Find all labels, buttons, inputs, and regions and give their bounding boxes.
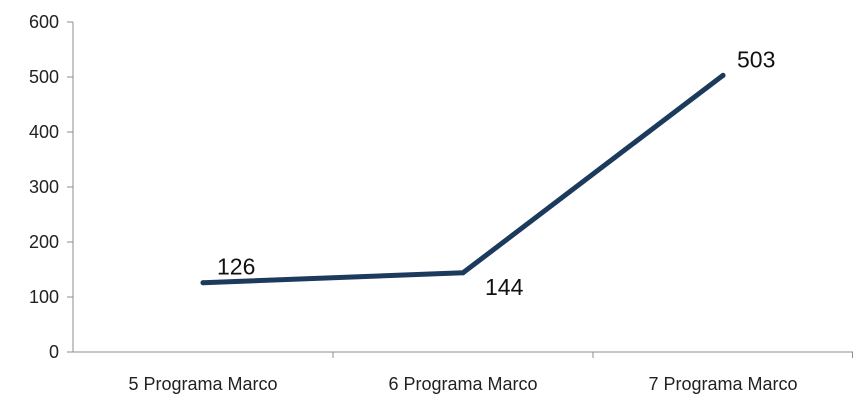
data-label: 503 xyxy=(737,46,775,72)
y-tick-label: 500 xyxy=(29,67,59,87)
x-tick-label: 6 Programa Marco xyxy=(388,374,537,394)
y-tick-label: 400 xyxy=(29,122,59,142)
data-labels: 126 144 503 xyxy=(217,46,775,299)
x-tick-label: 7 Programa Marco xyxy=(648,374,797,394)
data-point xyxy=(460,270,466,276)
series-group xyxy=(200,72,726,286)
data-label: 126 xyxy=(217,254,255,280)
y-tick-label: 300 xyxy=(29,177,59,197)
y-tick-label: 600 xyxy=(29,12,59,32)
series-line xyxy=(200,72,726,286)
y-tick-label: 0 xyxy=(49,342,59,362)
data-point xyxy=(720,72,726,78)
data-label: 144 xyxy=(485,274,524,300)
x-tick-label: 5 Programa Marco xyxy=(128,374,277,394)
y-tick-label: 100 xyxy=(29,287,59,307)
y-axis: 0 100 200 300 400 500 600 xyxy=(29,12,74,362)
y-tick-label: 200 xyxy=(29,232,59,252)
x-axis: 5 Programa Marco 6 Programa Marco 7 Progra… xyxy=(73,351,853,394)
data-point xyxy=(200,280,206,286)
